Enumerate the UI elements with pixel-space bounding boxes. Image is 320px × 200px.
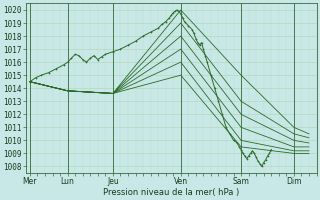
X-axis label: Pression niveau de la mer( hPa ): Pression niveau de la mer( hPa ) (103, 188, 239, 197)
